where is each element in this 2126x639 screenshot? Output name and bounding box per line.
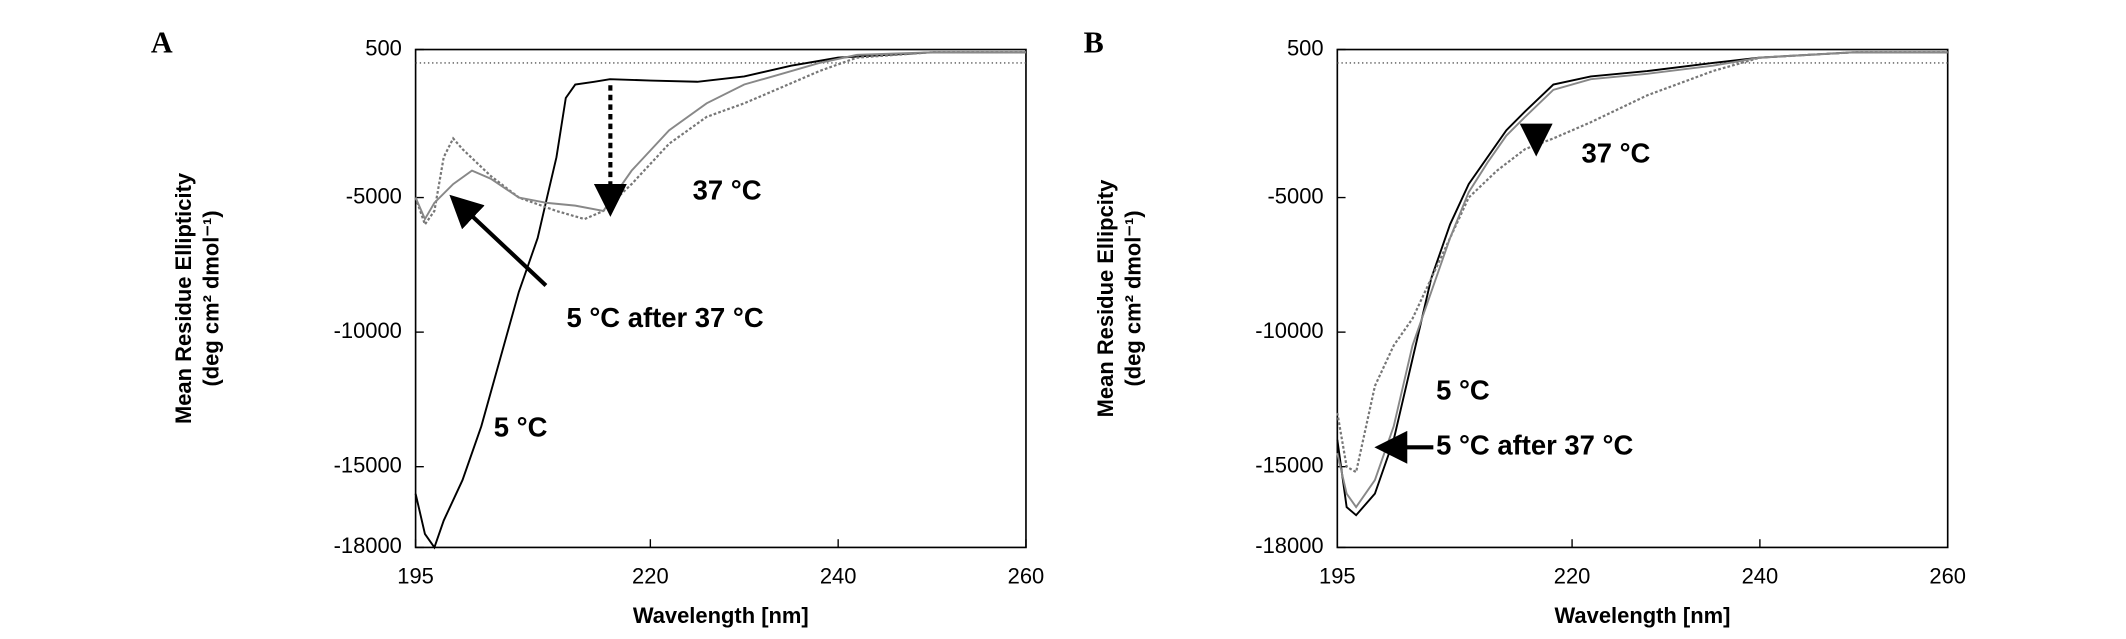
line-annotation: 5 °C — [494, 412, 548, 443]
line-annotation: 37 °C — [693, 174, 762, 205]
line-annotation: 37 °C — [1581, 137, 1650, 168]
x-tick-label: 260 — [1929, 563, 1966, 588]
y-tick-label: -5000 — [346, 183, 402, 208]
data-line — [1336, 51, 1948, 509]
y-tick-label: 500 — [365, 35, 402, 60]
plot-frame — [1336, 48, 1949, 549]
y-axis-label-line: (deg cm² dmol⁻¹) — [198, 210, 223, 386]
y-tick-label: -10000 — [1255, 318, 1323, 343]
x-axis-label: Wavelength [nm] — [1555, 603, 1731, 628]
x-tick-label: 240 — [1742, 563, 1779, 588]
y-axis-label-line: (deg cm² dmol⁻¹) — [1120, 210, 1145, 386]
x-tick-label: 260 — [1008, 563, 1045, 588]
y-axis-label: Mean Residue Ellipcity (deg cm² dmol⁻¹) — [1093, 179, 1145, 418]
y-tick-label: -18000 — [334, 533, 402, 558]
data-line — [1336, 51, 1948, 474]
x-tick-label: 220 — [632, 563, 669, 588]
data-line — [1336, 51, 1948, 517]
y-axis-label-line: Mean Residue Ellipticity — [171, 172, 196, 424]
line-annotation: 5 °C — [1436, 375, 1490, 406]
y-tick-label: -10000 — [334, 318, 402, 343]
line-annotation: 5 °C after 37 °C — [1436, 430, 1633, 461]
x-tick-label: 220 — [1554, 563, 1591, 588]
y-tick-label: -5000 — [1267, 183, 1323, 208]
x-tick-label: 195 — [397, 563, 434, 588]
y-tick-label: -15000 — [1255, 452, 1323, 477]
plot-frame — [414, 48, 1027, 549]
panel-label: A — [151, 25, 173, 59]
data-line — [414, 51, 1026, 550]
panel-label: B — [1084, 25, 1104, 59]
x-tick-label: 195 — [1319, 563, 1356, 588]
annotation-arrow — [449, 194, 548, 287]
y-tick-label: -15000 — [334, 452, 402, 477]
y-tick-label: 500 — [1287, 35, 1324, 60]
x-axis-label: Wavelength [nm] — [633, 603, 809, 628]
y-axis-label-line: Mean Residue Ellipcity — [1093, 179, 1118, 418]
line-annotation: 5 °C after 37 °C — [566, 302, 763, 333]
y-tick-label: -18000 — [1255, 533, 1323, 558]
x-tick-label: 240 — [820, 563, 857, 588]
y-axis-label: Mean Residue Ellipticity (deg cm² dmol⁻¹) — [171, 172, 223, 424]
